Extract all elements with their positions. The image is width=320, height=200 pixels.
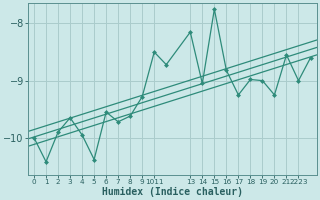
- X-axis label: Humidex (Indice chaleur): Humidex (Indice chaleur): [102, 186, 243, 197]
